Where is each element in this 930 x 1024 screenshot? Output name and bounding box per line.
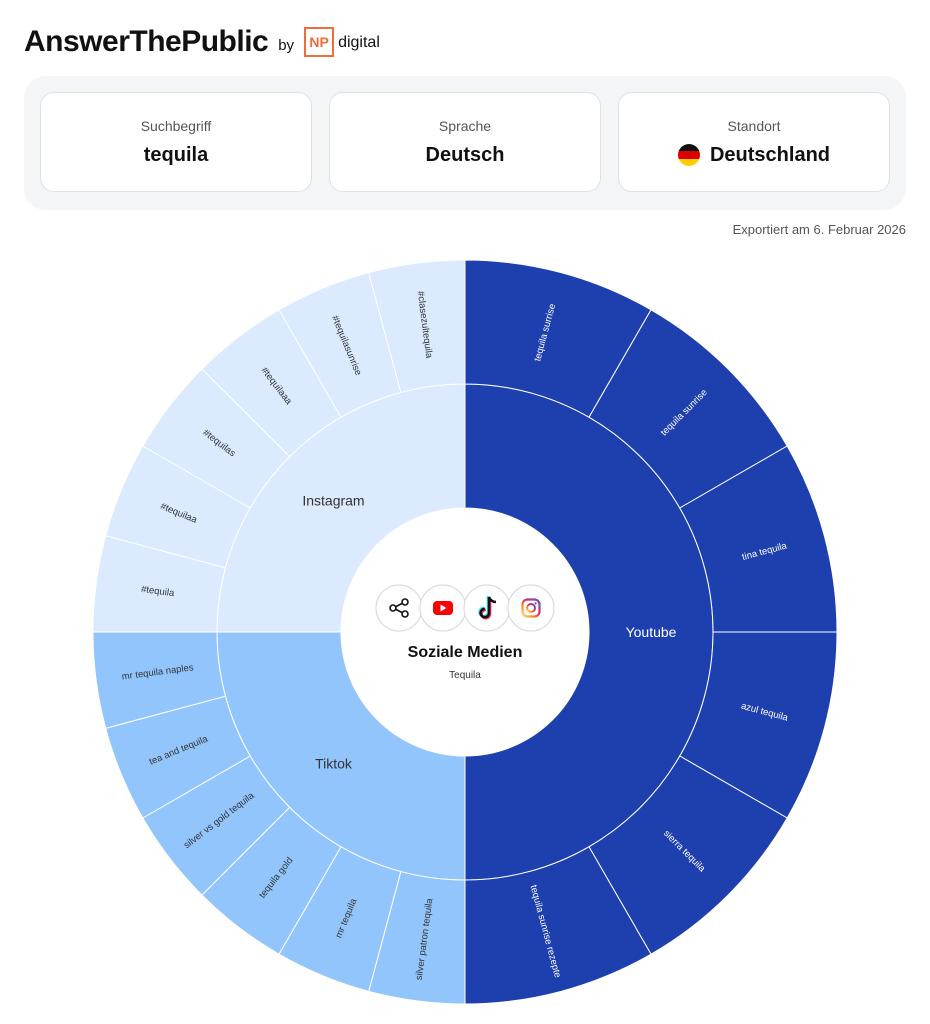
germany-flag-icon — [677, 144, 700, 166]
tiktok-icon[interactable] — [463, 584, 511, 632]
location-value: Deutschland — [709, 143, 831, 166]
language-value: Deutsch — [425, 143, 505, 166]
group-label-tiktok: Tiktok — [315, 756, 353, 772]
search-term-label: Suchbegriff — [140, 117, 212, 134]
outer-segment-instagram-5[interactable] — [368, 259, 466, 394]
share-icon[interactable] — [375, 584, 423, 632]
group-label-youtube: Youtube — [626, 624, 677, 640]
logo-by-text: by — [278, 36, 295, 54]
group-label-instagram: Instagram — [302, 492, 364, 508]
header: AnswerThePublic by NP digital — [24, 20, 380, 64]
language-label: Sprache — [438, 117, 492, 134]
np-digital-text: digital — [338, 34, 380, 51]
youtube-icon[interactable] — [419, 584, 467, 632]
search-term-card: Suchbegriff tequila — [40, 92, 312, 192]
location-label: Standort — [727, 117, 781, 134]
segment-label-instagram-0: #tequila — [140, 584, 175, 599]
location-value-row: Deutschland — [677, 143, 831, 167]
np-logo-badge: NP — [304, 27, 335, 57]
answerthepublic-logo[interactable]: AnswerThePublic — [24, 25, 269, 58]
search-summary-panel: Suchbegriff tequila Sprache Deutsch Stan… — [24, 76, 906, 210]
instagram-icon[interactable] — [507, 584, 555, 632]
chart-center-subtitle: Tequila — [449, 670, 481, 681]
search-term-value: tequila — [143, 143, 209, 166]
export-date: Exportiert am 6. Februar 2026 — [732, 222, 906, 237]
language-card: Sprache Deutsch — [329, 92, 601, 192]
chart-center-title: Soziale Medien — [408, 644, 523, 661]
chart-center-circle — [341, 508, 589, 756]
location-card: Standort Deutschland — [618, 92, 890, 192]
